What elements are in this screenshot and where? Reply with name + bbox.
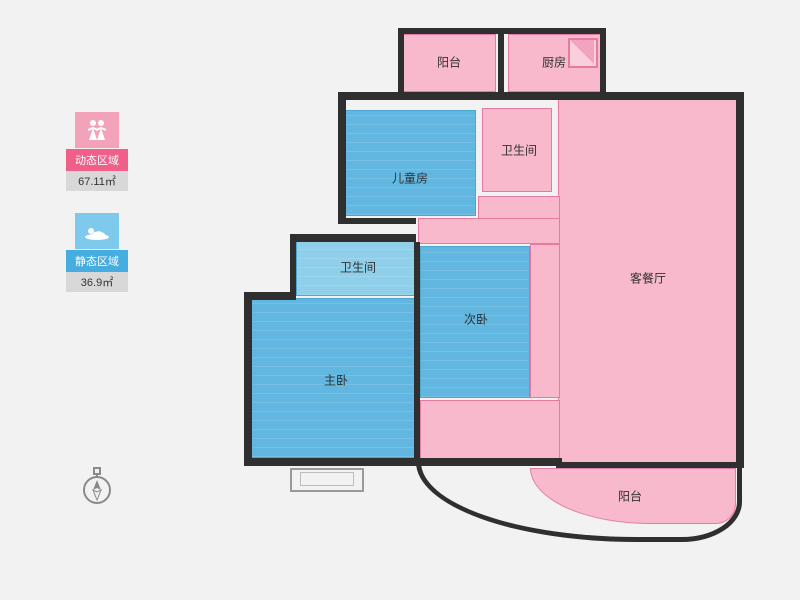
wall-3 [498,34,504,92]
wall-11 [244,458,422,466]
compass-icon [80,466,114,506]
room-bath-top [482,108,552,192]
wall-5 [338,92,346,218]
room-corridor-mid [418,218,560,244]
room-children-room [344,110,476,216]
wall-4 [338,92,744,100]
wall-6 [338,218,416,224]
legend: 动态区域 67.11㎡ 静态区域 36.9㎡ [66,112,128,314]
room-master-bedroom [250,298,418,458]
room-bath-mid [296,240,416,296]
legend-dynamic: 动态区域 67.11㎡ [66,112,128,191]
sleep-icon [75,213,119,249]
wall-1 [398,28,404,94]
legend-static-label: 静态区域 [66,250,128,272]
legend-dynamic-value: 67.11㎡ [66,171,128,191]
wall-12 [414,242,420,464]
room-balcony-bottom [530,468,736,524]
floorplan: 阳台厨房儿童房卫生间客餐厅卫生间次卧主卧阳台 [230,22,742,578]
legend-static: 静态区域 36.9㎡ [66,213,128,292]
room-secondary-bedroom [420,246,530,398]
wall-15 [556,462,744,468]
room-living-dining [558,96,738,466]
wall-2 [600,28,606,94]
kitchen-appliance-detail [570,40,594,64]
wall-10 [244,292,252,464]
people-icon [75,112,119,148]
room-balcony-top-left [402,34,496,92]
legend-dynamic-label: 动态区域 [66,149,128,171]
room-corridor-lower [530,244,560,398]
wall-14 [736,92,744,468]
wall-13 [414,458,562,466]
wall-8 [290,234,296,294]
master-window-inner [300,472,354,486]
room-corridor-bottom [420,400,560,464]
wall-7 [290,234,416,242]
legend-static-value: 36.9㎡ [66,272,128,292]
